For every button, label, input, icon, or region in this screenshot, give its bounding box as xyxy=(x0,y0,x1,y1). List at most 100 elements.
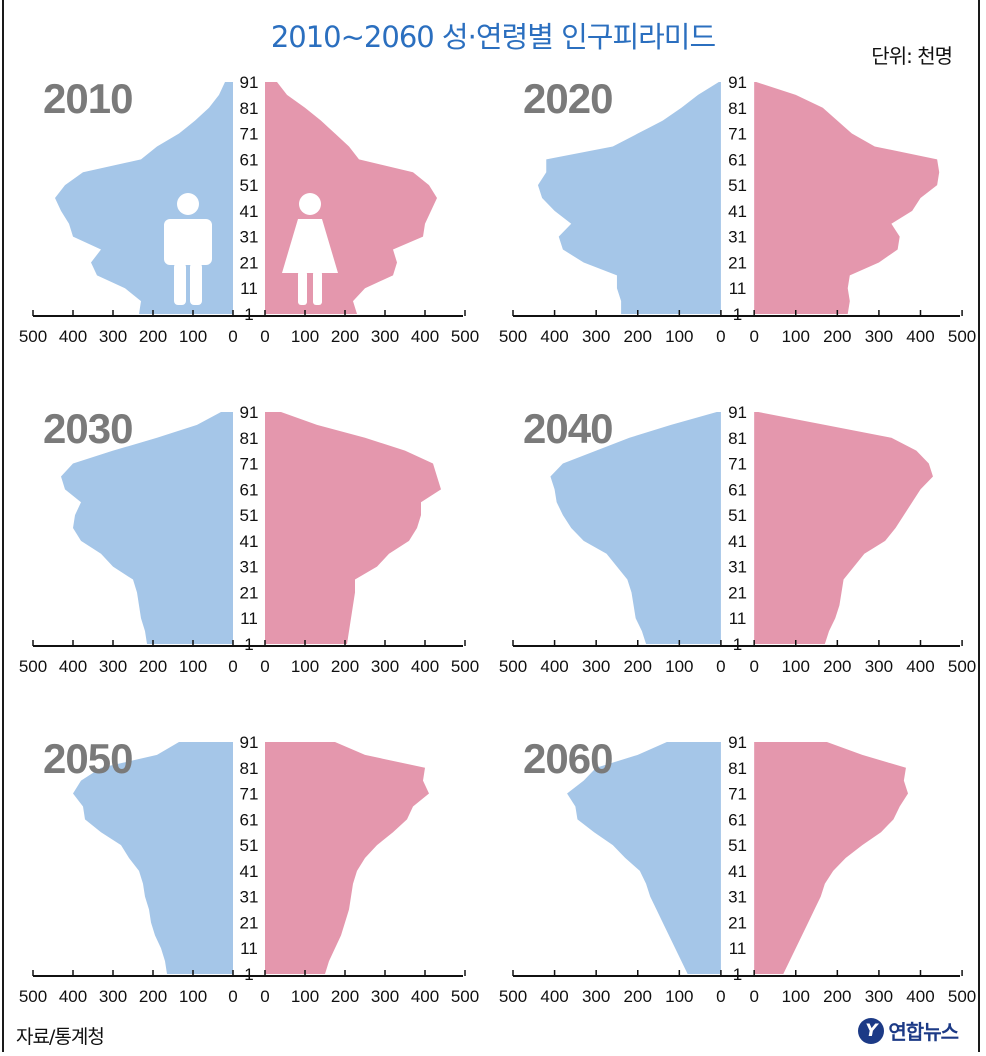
x-tick-label: 200 xyxy=(624,327,652,346)
age-tick-label: 11 xyxy=(240,939,258,958)
x-tick-label: 400 xyxy=(59,327,87,346)
x-tick-label: 500 xyxy=(499,327,527,346)
age-tick-label: 1 xyxy=(244,965,253,984)
age-tick-label: 1 xyxy=(733,965,742,984)
figure-leg xyxy=(174,263,186,305)
x-tick-label: 100 xyxy=(291,657,319,676)
age-tick-label: 21 xyxy=(728,913,747,932)
age-tick-label: 91 xyxy=(240,733,259,752)
age-tick-label: 11 xyxy=(240,609,258,628)
x-tick-label: 0 xyxy=(260,657,269,676)
female-series-area xyxy=(754,742,909,974)
x-tick-label: 200 xyxy=(331,657,359,676)
x-tick-label: 0 xyxy=(749,657,758,676)
x-tick-label: 500 xyxy=(948,987,976,1006)
x-tick-label: 300 xyxy=(582,327,610,346)
x-tick-label: 400 xyxy=(906,987,934,1006)
x-tick-label: 0 xyxy=(260,987,269,1006)
age-tick-label: 81 xyxy=(728,759,747,778)
age-tick-label: 21 xyxy=(728,253,747,272)
yonhap-logo-icon: Y xyxy=(858,1017,885,1044)
age-tick-label: 1 xyxy=(244,635,253,654)
age-tick-label: 91 xyxy=(240,403,259,422)
age-tick-label: 11 xyxy=(240,279,258,298)
age-tick-label: 31 xyxy=(240,228,259,247)
x-tick-label: 0 xyxy=(749,987,758,1006)
x-tick-label: 500 xyxy=(19,987,47,1006)
x-tick-label: 0 xyxy=(716,657,725,676)
age-tick-label: 91 xyxy=(728,403,747,422)
female-series-area xyxy=(754,82,940,314)
age-tick-label: 51 xyxy=(240,176,259,195)
age-tick-label: 71 xyxy=(728,785,747,804)
female-figure-icon xyxy=(282,193,338,305)
x-tick-label: 0 xyxy=(228,987,237,1006)
x-tick-label: 300 xyxy=(99,987,127,1006)
x-tick-label: 300 xyxy=(865,657,893,676)
age-tick-label: 31 xyxy=(728,558,747,577)
x-tick-label: 100 xyxy=(291,987,319,1006)
x-tick-label: 0 xyxy=(716,987,725,1006)
x-tick-label: 400 xyxy=(411,657,439,676)
age-tick-label: 61 xyxy=(240,810,259,829)
age-tick-label: 91 xyxy=(240,73,259,92)
x-tick-label: 100 xyxy=(179,327,207,346)
x-tick-label: 300 xyxy=(582,657,610,676)
x-tick-label: 300 xyxy=(865,327,893,346)
x-tick-label: 300 xyxy=(865,987,893,1006)
x-tick-label: 300 xyxy=(99,657,127,676)
figure-leg xyxy=(313,271,322,305)
x-tick-label: 500 xyxy=(948,657,976,676)
x-tick-label: 200 xyxy=(139,987,167,1006)
figure-body xyxy=(164,219,212,265)
source-label: 자료/통계청 xyxy=(16,1026,105,1048)
age-tick-label: 41 xyxy=(240,202,259,221)
age-tick-label: 91 xyxy=(728,73,747,92)
age-tick-label: 81 xyxy=(240,759,259,778)
x-tick-label: 100 xyxy=(782,327,810,346)
figure-dress xyxy=(282,219,338,273)
age-tick-label: 21 xyxy=(728,583,747,602)
x-tick-label: 200 xyxy=(823,657,851,676)
x-tick-label: 400 xyxy=(59,987,87,1006)
x-tick-label: 500 xyxy=(451,327,479,346)
x-tick-label: 200 xyxy=(331,327,359,346)
year-label: 2030 xyxy=(43,405,132,452)
x-tick-label: 500 xyxy=(499,657,527,676)
x-tick-label: 500 xyxy=(19,327,47,346)
year-label: 2010 xyxy=(43,75,132,122)
male-figure-icon xyxy=(164,193,212,305)
female-series-area xyxy=(754,412,933,644)
x-tick-label: 0 xyxy=(228,327,237,346)
x-tick-label: 500 xyxy=(948,327,976,346)
year-label: 2060 xyxy=(523,735,612,782)
x-tick-label: 100 xyxy=(782,657,810,676)
x-tick-label: 0 xyxy=(716,327,725,346)
x-tick-label: 400 xyxy=(906,657,934,676)
x-tick-label: 400 xyxy=(540,327,568,346)
figure-head xyxy=(299,193,321,215)
age-tick-label: 71 xyxy=(240,785,259,804)
x-tick-label: 300 xyxy=(371,657,399,676)
x-tick-label: 400 xyxy=(906,327,934,346)
x-tick-label: 200 xyxy=(624,987,652,1006)
x-tick-label: 500 xyxy=(451,987,479,1006)
x-tick-label: 200 xyxy=(823,987,851,1006)
x-tick-label: 100 xyxy=(291,327,319,346)
year-label: 2040 xyxy=(523,405,612,452)
age-tick-label: 51 xyxy=(240,506,259,525)
x-tick-label: 200 xyxy=(139,327,167,346)
x-tick-label: 300 xyxy=(582,987,610,1006)
x-tick-label: 300 xyxy=(99,327,127,346)
age-tick-label: 61 xyxy=(240,150,259,169)
female-series-area xyxy=(265,82,437,314)
age-tick-label: 1 xyxy=(733,635,742,654)
x-tick-label: 500 xyxy=(19,657,47,676)
